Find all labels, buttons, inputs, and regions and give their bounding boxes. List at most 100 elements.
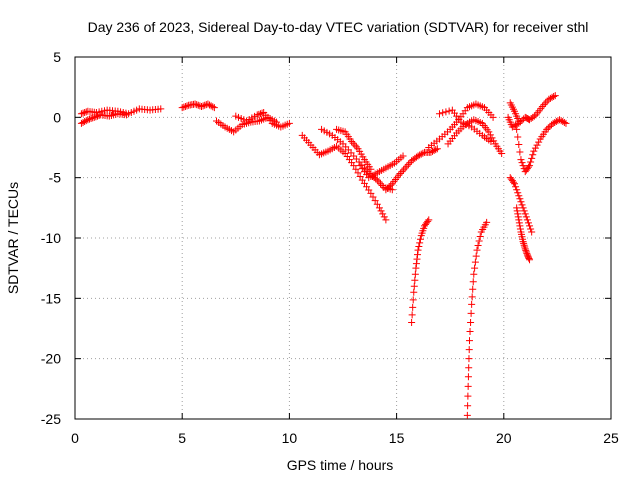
data-point (410, 282, 418, 290)
data-point (349, 139, 357, 147)
data-point (180, 103, 188, 111)
data-point (471, 258, 479, 266)
data-point (380, 213, 388, 221)
data-point (210, 104, 218, 112)
data-point (516, 195, 524, 203)
data-point (414, 152, 422, 160)
data-point (473, 246, 481, 254)
data-point (521, 210, 529, 218)
data-point (385, 183, 393, 191)
data-point (464, 402, 472, 410)
data-point (398, 168, 406, 176)
data-point (400, 166, 408, 174)
data-point (545, 95, 553, 103)
data-point (410, 288, 418, 296)
data-point (191, 100, 199, 108)
y-tick-label: 5 (53, 49, 61, 65)
series-mid-arc-3 (435, 106, 495, 145)
data-point (512, 183, 520, 191)
data-point (425, 216, 433, 224)
data-point (204, 100, 212, 108)
data-point (379, 210, 387, 218)
data-point (520, 241, 528, 249)
data-point (377, 207, 385, 215)
data-point (483, 218, 491, 226)
data-point (468, 300, 476, 308)
data-point (415, 242, 423, 250)
data-point (404, 160, 412, 168)
data-point (411, 270, 419, 278)
data-point (178, 104, 186, 112)
data-point (560, 118, 568, 126)
series-plunge-2 (463, 218, 491, 419)
data-point (79, 118, 87, 126)
data-point (256, 110, 264, 118)
data-point (476, 232, 484, 240)
data-point (524, 163, 532, 171)
data-point (562, 119, 570, 127)
data-point (84, 116, 92, 124)
data-point (508, 123, 516, 131)
data-point (412, 264, 420, 272)
data-point (474, 242, 482, 250)
data-point (489, 113, 497, 121)
data-point (518, 159, 526, 167)
data-point (548, 93, 556, 101)
data-point (387, 181, 395, 189)
data-point (522, 213, 530, 221)
data-point (373, 200, 381, 208)
data-point (511, 180, 519, 188)
data-point (367, 189, 375, 197)
data-point (519, 162, 527, 170)
data-point (475, 237, 483, 245)
x-tick-label: 15 (389, 430, 405, 446)
data-point (519, 238, 527, 246)
data-point (285, 119, 293, 127)
axis-ticks: 0 5 10 15 20 25 5 0 -5 -10 -15 -20 -25 (41, 49, 619, 446)
data-point (521, 245, 529, 253)
data-point (468, 293, 476, 301)
data-point (552, 118, 560, 126)
data-point (432, 146, 440, 154)
data-point (419, 149, 427, 157)
data-point (408, 318, 416, 326)
data-point (375, 204, 383, 212)
series-early-arc-2 (77, 110, 130, 127)
data-point (408, 311, 416, 319)
series-early-arc-5 (232, 109, 293, 131)
data-point (414, 246, 422, 254)
data-point (524, 219, 532, 227)
data-point (371, 197, 379, 205)
data-point (414, 251, 422, 259)
data-point (464, 382, 472, 390)
data-point (351, 141, 359, 149)
data-point (556, 116, 564, 124)
data-point (90, 113, 98, 121)
data-point (535, 138, 543, 146)
data-point (157, 105, 165, 113)
data-point (557, 117, 565, 125)
data-point (197, 102, 205, 110)
grid (75, 57, 611, 419)
data-point (521, 243, 529, 251)
data-point (463, 411, 471, 419)
data-point (546, 94, 554, 102)
data-point (122, 111, 130, 119)
data-point (525, 255, 533, 263)
data-point (551, 118, 559, 126)
data-point (348, 137, 356, 145)
data-point (518, 201, 526, 209)
data-point (352, 165, 360, 173)
data-point (470, 270, 478, 278)
data-point (81, 118, 89, 126)
series-rise-arc (382, 145, 441, 194)
data-point (519, 204, 527, 212)
data-series (77, 92, 570, 419)
data-point (487, 137, 495, 145)
data-point (465, 355, 473, 363)
data-point (520, 239, 528, 247)
data-point (395, 171, 403, 179)
data-point (427, 148, 435, 156)
data-point (383, 184, 391, 192)
